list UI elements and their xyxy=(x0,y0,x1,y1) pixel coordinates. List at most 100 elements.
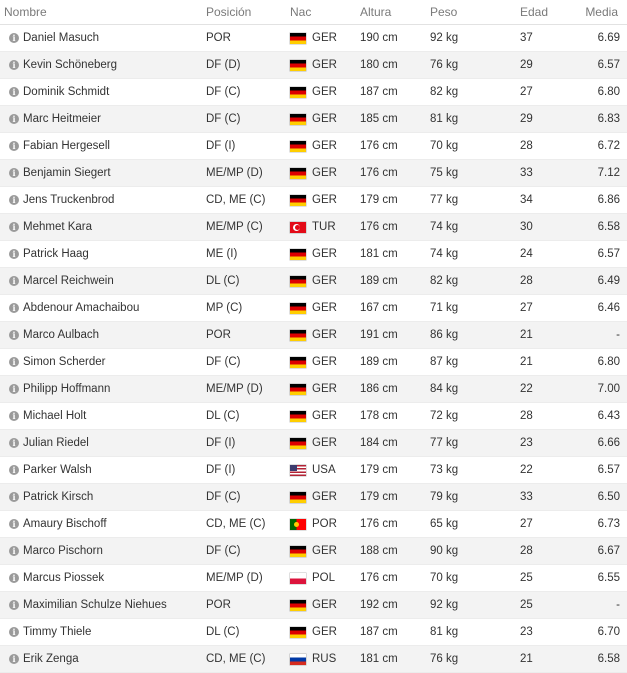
table-row[interactable]: i Erik Zenga CD, ME (C) RUS 181 cm 76 kg 21 6.5… xyxy=(0,646,627,673)
player-name[interactable]: Michael Holt xyxy=(23,410,87,422)
player-name[interactable]: Fabian Hergesell xyxy=(23,140,110,152)
column-header-nation[interactable]: Nac xyxy=(290,5,312,19)
column-header-position[interactable]: Posición xyxy=(206,5,252,19)
column-header-age[interactable]: Edad xyxy=(520,5,549,19)
player-height: 186 cm xyxy=(360,383,398,395)
table-row[interactable]: i Kevin Schöneberg DF (D) GER 180 cm 76 kg 29 6… xyxy=(0,52,627,79)
table-row[interactable]: i Fabian Hergesell DF (I) GER 176 cm 70 kg 28 6… xyxy=(0,133,627,160)
table-row[interactable]: i Timmy Thiele DL (C) GER 187 cm 81 kg 23 6.70 xyxy=(0,619,627,646)
info-icon[interactable]: i xyxy=(9,654,19,664)
player-height: 192 cm xyxy=(360,599,398,611)
info-icon[interactable]: i xyxy=(9,141,19,151)
player-name[interactable]: Patrick Kirsch xyxy=(23,491,94,503)
player-name[interactable]: Parker Walsh xyxy=(23,464,92,476)
info-icon[interactable]: i xyxy=(9,195,19,205)
info-icon[interactable]: i xyxy=(9,627,19,637)
player-age: 37 xyxy=(520,32,533,44)
info-icon[interactable]: i xyxy=(9,492,19,502)
info-icon[interactable]: i xyxy=(9,438,19,448)
player-nation: USA xyxy=(312,464,336,476)
player-nation-cell: TUR xyxy=(290,221,360,233)
player-age: 21 xyxy=(520,329,533,341)
info-icon[interactable]: i xyxy=(9,303,19,313)
player-name[interactable]: Abdenour Amachaibou xyxy=(23,302,140,314)
player-name[interactable]: Marco Pischorn xyxy=(23,545,103,557)
table-row[interactable]: i Maximilian Schulze Niehues POR GER 192 cm 9… xyxy=(0,592,627,619)
info-icon[interactable]: i xyxy=(9,60,19,70)
player-name[interactable]: Kevin Schöneberg xyxy=(23,59,117,71)
player-name[interactable]: Marc Heitmeier xyxy=(23,113,101,125)
info-icon[interactable]: i xyxy=(9,87,19,97)
info-icon[interactable]: i xyxy=(9,573,19,583)
table-row[interactable]: i Daniel Masuch POR GER 190 cm 92 kg 37 6.69 xyxy=(0,25,627,52)
player-name[interactable]: Dominik Schmidt xyxy=(23,86,110,98)
player-name[interactable]: Maximilian Schulze Niehues xyxy=(23,599,167,611)
player-name[interactable]: Marco Aulbach xyxy=(23,329,100,341)
player-name[interactable]: Timmy Thiele xyxy=(23,626,92,638)
info-icon[interactable]: i xyxy=(9,249,19,259)
table-row[interactable]: i Michael Holt DL (C) GER 178 cm 72 kg 28 6.43 xyxy=(0,403,627,430)
player-name[interactable]: Jens Truckenbrod xyxy=(23,194,115,206)
player-rating: 6.80 xyxy=(597,356,620,368)
info-icon[interactable]: i xyxy=(9,222,19,232)
player-name-cell: i Mehmet Kara xyxy=(0,221,206,233)
player-name[interactable]: Mehmet Kara xyxy=(23,221,93,233)
table-row[interactable]: i Benjamin Siegert ME/MP (D) GER 176 cm 75 kg… xyxy=(0,160,627,187)
table-row[interactable]: i Marco Pischorn DF (C) GER 188 cm 90 kg 28 6.6… xyxy=(0,538,627,565)
info-icon[interactable]: i xyxy=(9,411,19,421)
info-icon[interactable]: i xyxy=(9,384,19,394)
info-icon[interactable]: i xyxy=(9,33,19,43)
player-name[interactable]: Amaury Bischoff xyxy=(23,518,107,530)
info-icon[interactable]: i xyxy=(9,330,19,340)
table-row[interactable]: i Julian Riedel DF (I) GER 184 cm 77 kg 23 6.66 xyxy=(0,430,627,457)
column-header-rating[interactable]: Media xyxy=(585,5,618,19)
player-position: MP (C) xyxy=(206,302,243,314)
info-icon[interactable]: i xyxy=(9,600,19,610)
player-weight: 70 kg xyxy=(430,572,459,584)
flag-icon xyxy=(290,194,306,206)
column-header-weight[interactable]: Peso xyxy=(430,5,458,19)
info-icon[interactable]: i xyxy=(9,465,19,475)
player-age: 34 xyxy=(520,194,533,206)
table-row[interactable]: i Marco Aulbach POR GER 191 cm 86 kg 21 - xyxy=(0,322,627,349)
table-row[interactable]: i Marcus Piossek ME/MP (D) POL 176 cm 70 kg 25… xyxy=(0,565,627,592)
table-row[interactable]: i Abdenour Amachaibou MP (C) GER 167 cm 71 kg… xyxy=(0,295,627,322)
player-age: 28 xyxy=(520,140,533,152)
player-nation-cell: GER xyxy=(290,194,360,206)
flag-icon xyxy=(290,437,306,449)
table-row[interactable]: i Jens Truckenbrod CD, ME (C) GER 179 cm 77 k… xyxy=(0,187,627,214)
table-row[interactable]: i Parker Walsh DF (I) USA 179 cm 73 kg 22 6.57 xyxy=(0,457,627,484)
info-icon[interactable]: i xyxy=(9,546,19,556)
player-name[interactable]: Benjamin Siegert xyxy=(23,167,111,179)
table-row[interactable]: i Patrick Kirsch DF (C) GER 179 cm 79 kg 33 6.5… xyxy=(0,484,627,511)
table-row[interactable]: i Mehmet Kara ME/MP (C) TUR 176 cm 74 kg 30 6.5… xyxy=(0,214,627,241)
table-row[interactable]: i Philipp Hoffmann ME/MP (D) GER 186 cm 84 kg… xyxy=(0,376,627,403)
column-header-name[interactable]: Nombre xyxy=(4,5,47,19)
player-name[interactable]: Marcel Reichwein xyxy=(23,275,114,287)
player-nation-cell: GER xyxy=(290,437,360,449)
table-row[interactable]: i Marc Heitmeier DF (C) GER 185 cm 81 kg 29 6.8… xyxy=(0,106,627,133)
table-row[interactable]: i Dominik Schmidt DF (C) GER 187 cm 82 kg 27 6.… xyxy=(0,79,627,106)
info-icon[interactable]: i xyxy=(9,276,19,286)
player-name[interactable]: Marcus Piossek xyxy=(23,572,105,584)
table-row[interactable]: i Patrick Haag ME (I) GER 181 cm 74 kg 24 6.57 xyxy=(0,241,627,268)
info-icon[interactable]: i xyxy=(9,168,19,178)
info-icon[interactable]: i xyxy=(9,357,19,367)
info-icon[interactable]: i xyxy=(9,114,19,124)
flag-icon xyxy=(290,329,306,341)
player-name[interactable]: Erik Zenga xyxy=(23,653,79,665)
table-row[interactable]: i Simon Scherder DF (C) GER 189 cm 87 kg 21 6.8… xyxy=(0,349,627,376)
player-nation: GER xyxy=(312,167,337,179)
player-name[interactable]: Patrick Haag xyxy=(23,248,89,260)
player-name-cell: i Fabian Hergesell xyxy=(0,140,206,152)
player-position: POR xyxy=(206,329,231,341)
player-name[interactable]: Daniel Masuch xyxy=(23,32,100,44)
player-name[interactable]: Julian Riedel xyxy=(23,437,89,449)
player-name[interactable]: Simon Scherder xyxy=(23,356,106,368)
player-name[interactable]: Philipp Hoffmann xyxy=(23,383,111,395)
table-row[interactable]: i Marcel Reichwein DL (C) GER 189 cm 82 kg 28 6… xyxy=(0,268,627,295)
column-header-height[interactable]: Altura xyxy=(360,5,392,19)
info-icon[interactable]: i xyxy=(9,519,19,529)
table-row[interactable]: i Amaury Bischoff CD, ME (C) POR 176 cm 65 kg… xyxy=(0,511,627,538)
player-name-cell: i Patrick Kirsch xyxy=(0,491,206,503)
